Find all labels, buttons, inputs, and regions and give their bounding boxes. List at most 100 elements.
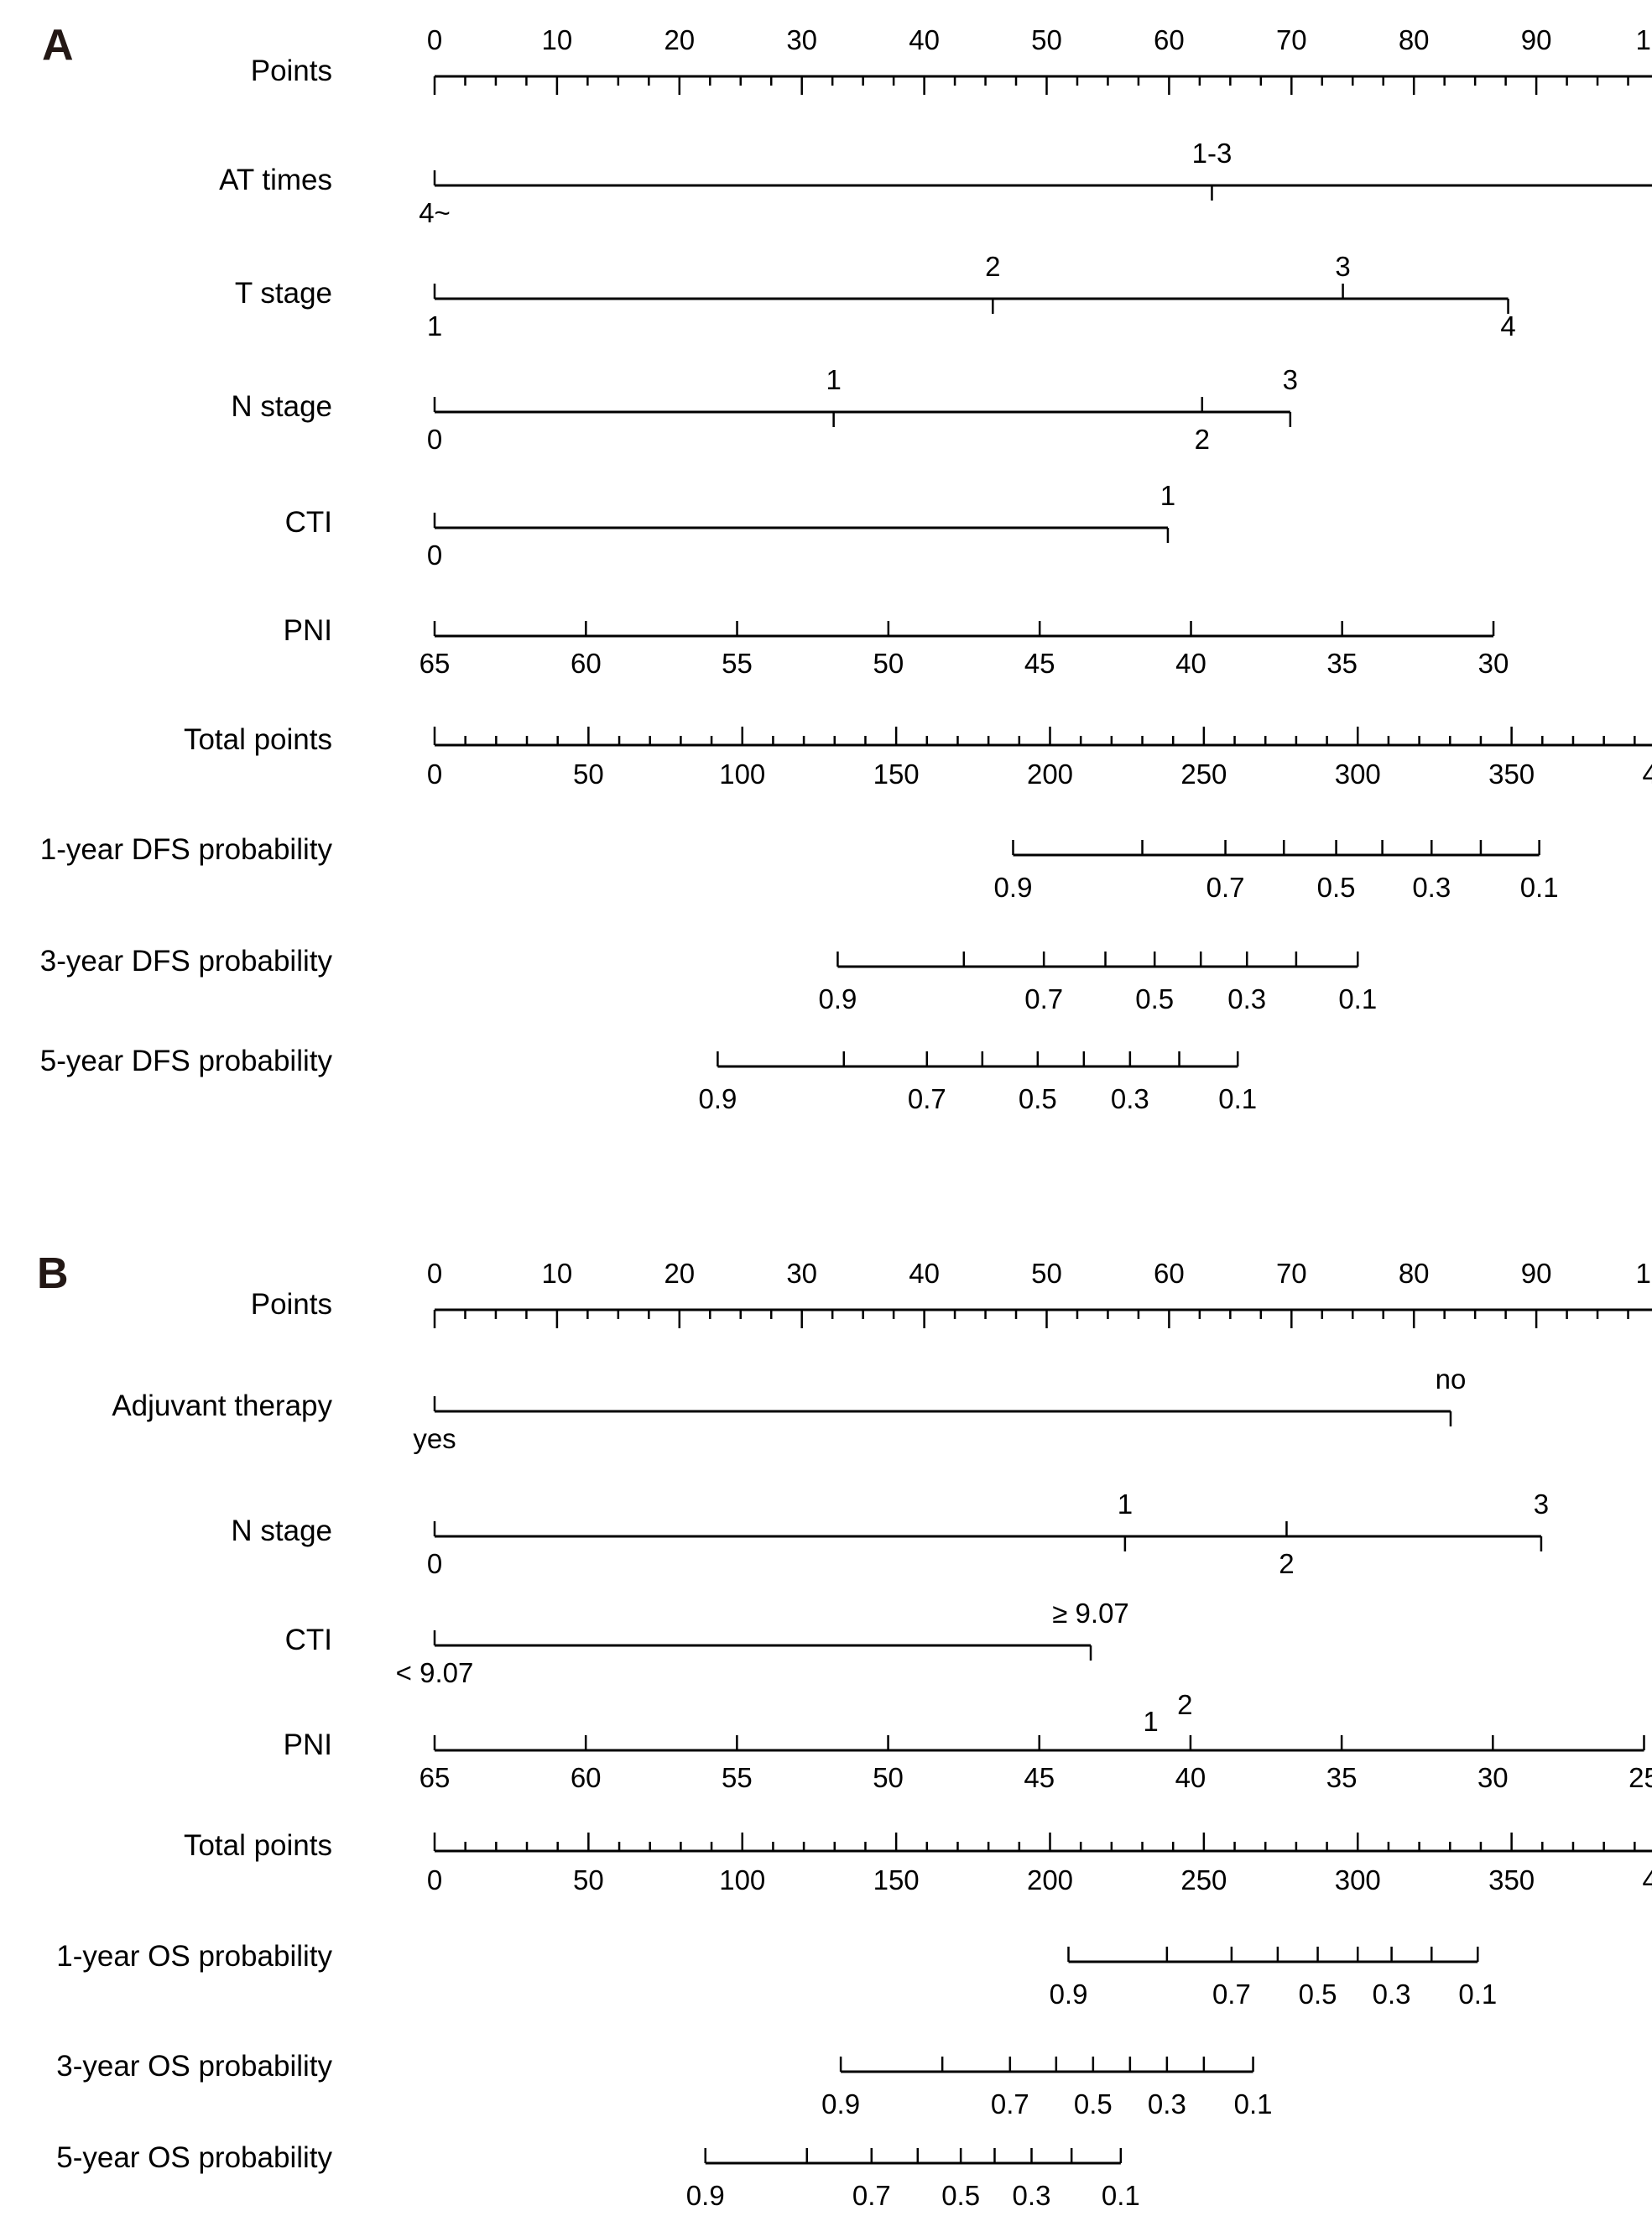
row-label: T stage	[235, 277, 332, 310]
row-os-1y-axis: 1-year OS probability 0.9 0.7 0.5 0.3 0.1	[56, 1940, 1497, 2010]
tick-label: 0.7	[1206, 872, 1245, 903]
tick-label: 250	[1180, 759, 1227, 790]
tick-label: 35	[1326, 1762, 1358, 1793]
tick-label: 40	[1175, 1762, 1206, 1793]
row-label: Adjuvant therapy	[112, 1390, 332, 1422]
tick-label: 30	[1477, 1762, 1509, 1793]
tick-label: 0.1	[1102, 2180, 1140, 2211]
tick-label: 0.5	[1074, 2088, 1113, 2120]
row-dfs-1y-axis: 1-year DFS probability 0.9 0.7 0.5 0.3 0.1	[40, 833, 1559, 903]
tick-label: 200	[1027, 1864, 1073, 1895]
tick-label: 0	[427, 1864, 442, 1895]
row-label: N stage	[231, 390, 332, 423]
tick-label: 50	[1031, 1258, 1062, 1289]
tick-label: 40	[909, 1258, 940, 1289]
tick-label: 0.7	[908, 1083, 946, 1114]
row-at-times-axis: AT times 4~ 1-3 0	[219, 138, 1652, 228]
tick-label: 1	[427, 310, 442, 342]
row-label: CTI	[285, 506, 332, 539]
tick-label: 55	[722, 648, 753, 679]
row-dfs-5y-axis: 5-year DFS probability 0.9 0.7 0.5 0.3 0.1	[40, 1045, 1257, 1114]
tick-label: 90	[1521, 1258, 1552, 1289]
tick-label: 30	[1478, 648, 1509, 679]
tick-label: 3	[1335, 251, 1350, 282]
tick-label: 200	[1027, 759, 1073, 790]
tick-label: 0.3	[1227, 983, 1266, 1014]
tick-label: 45	[1024, 1762, 1055, 1793]
tick-label: 150	[873, 759, 920, 790]
nomogram-figure: A B Points0102030405060708090100AT times…	[34, 13, 1652, 2216]
row-points-axis: Points 0 10 20 30 40 50 60 70 80 90 100	[251, 24, 1652, 95]
tick-label: 100	[1635, 24, 1652, 55]
tick-label: 45	[1024, 648, 1055, 679]
tick-label: no	[1436, 1363, 1467, 1395]
tick-label: 2	[985, 251, 1000, 282]
tick-label: 400	[1642, 1864, 1652, 1895]
panel-a-letter: A	[42, 21, 74, 70]
row-label: Points	[251, 55, 332, 87]
tick-label: 20	[664, 1258, 695, 1289]
tick-label: 55	[722, 1762, 753, 1793]
tick-label: 0.9	[698, 1083, 737, 1114]
tick-label: 0.9	[821, 2088, 860, 2120]
tick-label: 0.1	[1338, 983, 1377, 1014]
tick-label: 2	[1279, 1548, 1294, 1579]
tick-label: 0.9	[686, 2180, 725, 2211]
tick-label: 0.3	[1148, 2088, 1186, 2120]
row-label: 5-year OS probability	[56, 2141, 332, 2174]
tick-label: 0	[427, 24, 442, 55]
tick-label: 0.1	[1458, 1979, 1497, 2010]
tick-label: 0.5	[1317, 872, 1356, 903]
tick-label: 50	[1031, 24, 1062, 55]
tick-label: 3	[1283, 364, 1298, 395]
row-label: Total points	[184, 1829, 332, 1862]
tick-label: 0.7	[991, 2088, 1029, 2120]
tick-label: 30	[786, 24, 817, 55]
tick-label: ≥ 9.07	[1052, 1598, 1129, 1629]
tick-label: 0.5	[941, 2180, 980, 2211]
tick-label: 35	[1326, 648, 1358, 679]
tick-label: 0	[427, 424, 442, 455]
nomogram-canvas: Points0102030405060708090100AT times4~1-…	[40, 24, 1652, 2211]
tick-label: 60	[571, 1762, 602, 1793]
tick-label: 10	[542, 24, 573, 55]
tick-label: 80	[1399, 24, 1430, 55]
tick-label: 100	[719, 1864, 765, 1895]
tick-label: 0	[427, 1548, 442, 1579]
tick-label: 100	[1635, 1258, 1652, 1289]
tick-label: 40	[909, 24, 940, 55]
tick-label: 0.3	[1412, 872, 1451, 903]
tick-label: 0.3	[1373, 1979, 1411, 2010]
tick-label: 80	[1399, 1258, 1430, 1289]
tick-label: 1	[1160, 480, 1175, 511]
row-label: 1-year DFS probability	[40, 833, 333, 866]
row-points-axis: Points 0 10 20 30 40 50 60 70 80 90 100	[251, 1258, 1652, 1328]
row-cti-axis: CTI < 9.07 ≥ 9.07	[285, 1598, 1129, 1688]
row-label: 1-year OS probability	[56, 1940, 332, 1973]
tick-label: 150	[873, 1864, 920, 1895]
floating-label: 1	[1143, 1706, 1158, 1737]
row-t-stage-axis: T stage 1 2 3 4	[235, 251, 1516, 342]
tick-label: 25	[1629, 1762, 1652, 1793]
tick-label: 0.1	[1234, 2088, 1273, 2120]
tick-label: 0.3	[1111, 1083, 1149, 1114]
row-pni-axis: PNI 65 60 55 50 45 40 35 30	[284, 614, 1509, 679]
tick-label: 0.9	[819, 983, 857, 1014]
tick-label: 0.1	[1218, 1083, 1257, 1114]
tick-label: 0	[1651, 197, 1652, 228]
tick-label: 0.9	[994, 872, 1033, 903]
row-label: 5-year DFS probability	[40, 1045, 333, 1077]
tick-label: 350	[1488, 759, 1535, 790]
row-label: AT times	[219, 164, 332, 196]
tick-label: 350	[1488, 1864, 1535, 1895]
tick-label: yes	[413, 1423, 456, 1454]
tick-label: 0.5	[1019, 1083, 1057, 1114]
row-label: 3-year OS probability	[56, 2050, 332, 2083]
tick-label: 20	[664, 24, 695, 55]
tick-label: 60	[1154, 1258, 1185, 1289]
row-adjuvant-therapy-axis: Adjuvant therapy yes no	[112, 1363, 1466, 1454]
row-label: PNI	[284, 1728, 332, 1761]
tick-label: 4~	[419, 197, 451, 228]
panel-b: Points0102030405060708090100Adjuvant the…	[56, 1258, 1652, 2211]
row-label: 3-year DFS probability	[40, 945, 333, 978]
